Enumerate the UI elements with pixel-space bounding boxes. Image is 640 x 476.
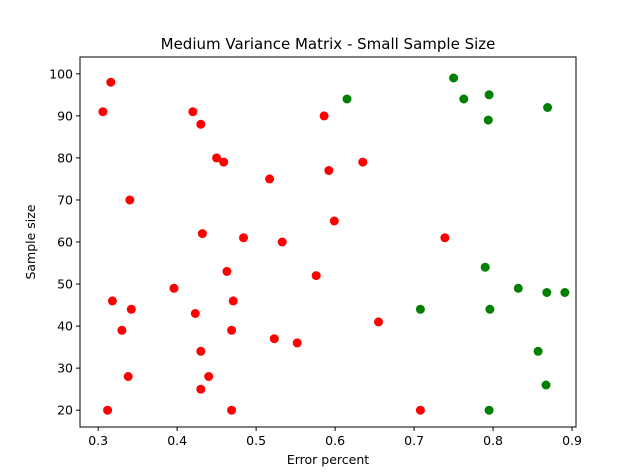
data-point	[311, 271, 321, 281]
x-tick-label: 0.7	[404, 433, 424, 448]
data-point	[560, 288, 570, 297]
data-point	[485, 304, 495, 314]
y-tick-label: 60	[57, 235, 73, 250]
data-point	[440, 233, 450, 243]
data-point	[513, 283, 523, 293]
data-point	[197, 229, 207, 239]
data-point	[484, 90, 494, 100]
plot-points	[98, 73, 570, 415]
x-tick-label: 0.8	[483, 433, 503, 448]
x-tick-label: 0.3	[88, 433, 108, 448]
data-point	[459, 94, 469, 104]
data-point	[190, 309, 200, 318]
data-point	[543, 103, 553, 112]
data-point	[449, 73, 459, 83]
x-tick-label: 0.5	[246, 433, 266, 448]
y-axis-ticks: 20 30 40 50 60 70 80 90 100	[49, 66, 80, 418]
data-point	[269, 334, 279, 344]
y-tick-label: 30	[57, 361, 73, 376]
data-point	[277, 237, 287, 247]
data-point	[415, 405, 425, 415]
x-axis-ticks: 0.3 0.4 0.5 0.6 0.7 0.8 0.9	[88, 427, 582, 448]
data-point	[212, 153, 222, 163]
y-tick-label: 90	[57, 108, 73, 123]
data-point	[374, 317, 383, 327]
data-point	[204, 372, 214, 381]
data-point	[98, 107, 108, 117]
data-point	[342, 94, 352, 104]
data-point	[103, 405, 113, 415]
data-point	[358, 157, 368, 167]
chart-title: Medium Variance Matrix - Small Sample Si…	[161, 35, 496, 53]
data-point	[228, 296, 238, 306]
data-point	[196, 346, 206, 356]
data-point	[188, 107, 198, 117]
data-point	[106, 77, 116, 87]
data-point	[239, 233, 248, 243]
data-point	[292, 338, 302, 348]
y-tick-label: 70	[57, 192, 73, 207]
data-point	[117, 325, 127, 335]
data-point	[542, 288, 552, 297]
data-point	[196, 119, 206, 129]
y-tick-label: 100	[49, 66, 73, 81]
data-point	[541, 380, 551, 390]
data-point	[319, 111, 329, 121]
y-axis-label: Sample size	[23, 204, 38, 279]
x-axis-label: Error percent	[287, 452, 369, 467]
data-point	[169, 283, 179, 293]
data-point	[222, 266, 232, 276]
data-point	[126, 304, 136, 314]
data-point	[415, 304, 425, 314]
data-point	[533, 346, 543, 356]
data-point	[265, 174, 275, 184]
plot-frame	[79, 56, 577, 428]
data-point	[329, 216, 339, 226]
data-point	[123, 372, 133, 381]
data-point	[227, 405, 237, 415]
data-point	[484, 405, 494, 415]
data-point	[219, 157, 229, 167]
x-tick-label: 0.9	[562, 433, 582, 448]
data-point	[196, 384, 206, 394]
data-point	[227, 325, 237, 335]
y-tick-label: 20	[57, 403, 73, 418]
y-tick-label: 50	[57, 277, 73, 292]
data-point	[480, 262, 490, 272]
data-point	[324, 166, 334, 175]
data-point	[107, 296, 117, 306]
x-tick-label: 0.4	[167, 433, 187, 448]
y-tick-label: 80	[57, 150, 73, 165]
y-tick-label: 40	[57, 319, 73, 334]
data-point	[483, 115, 493, 125]
data-point	[125, 195, 135, 205]
x-tick-label: 0.6	[325, 433, 345, 448]
